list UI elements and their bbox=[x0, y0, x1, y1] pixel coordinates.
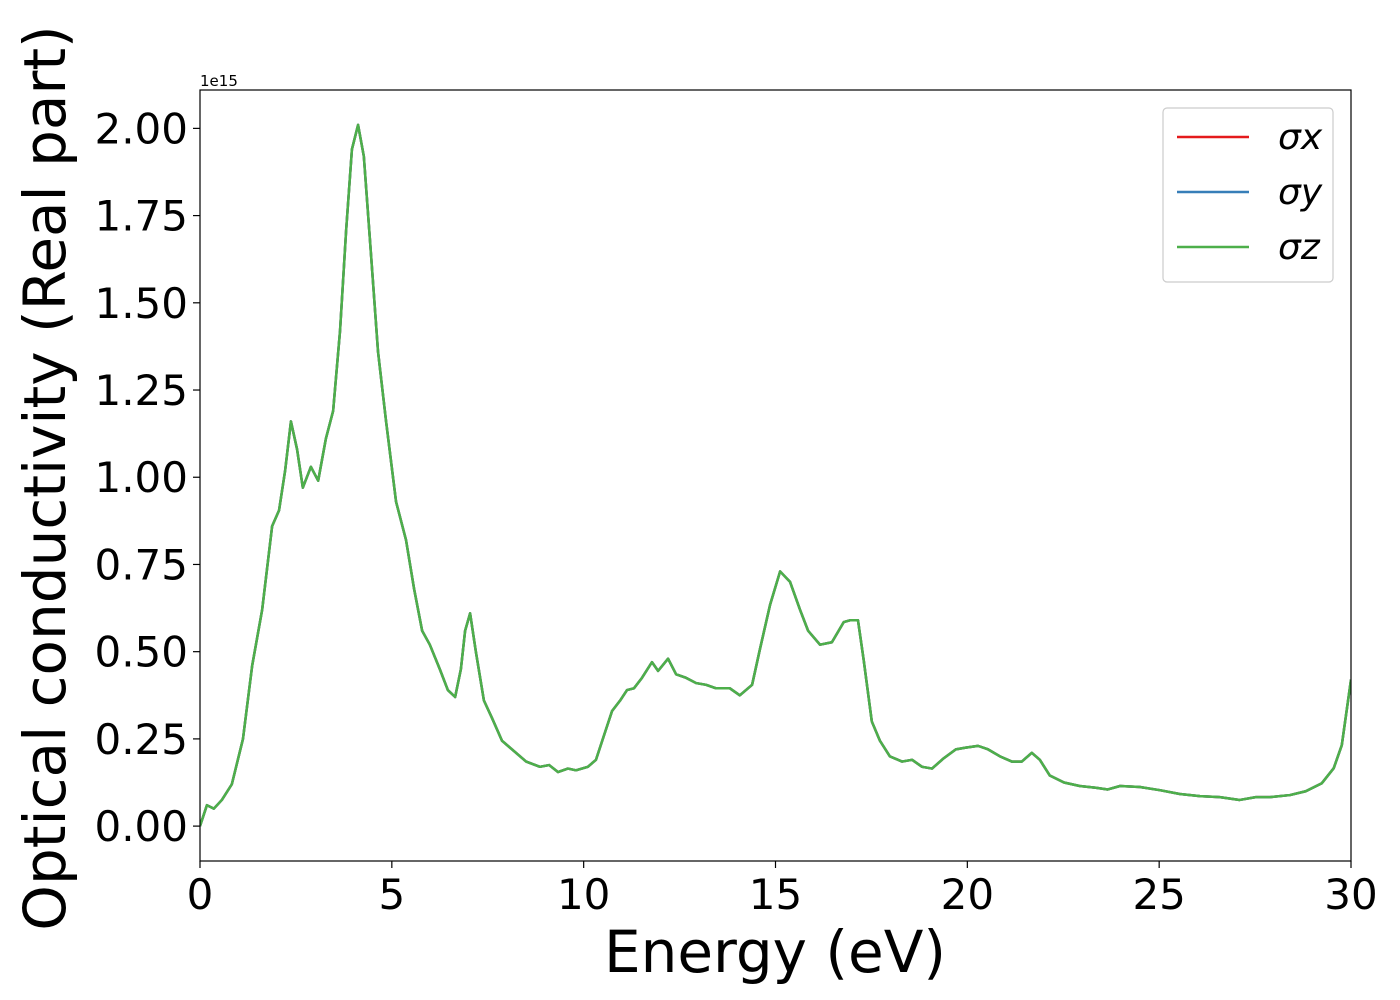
y-tick-label: 1.50 bbox=[94, 279, 188, 328]
y-tick-label: 0.00 bbox=[94, 802, 188, 851]
plot-frame bbox=[199, 89, 1352, 862]
y-axis-label: Optical conductivity (Real part) bbox=[11, 25, 79, 930]
legend-box bbox=[1162, 107, 1334, 283]
x-tick-label: 5 bbox=[378, 870, 405, 919]
x-tick-label: 25 bbox=[1132, 870, 1185, 919]
legend-label: σx bbox=[1278, 117, 1323, 158]
legend-label: σz bbox=[1278, 227, 1321, 268]
x-tick-label: 10 bbox=[557, 870, 610, 919]
y-tick-label: 0.25 bbox=[94, 715, 188, 764]
y-tick-label: 0.50 bbox=[94, 628, 188, 677]
y-tick-label: 0.75 bbox=[94, 540, 188, 589]
x-tick-label: 30 bbox=[1324, 870, 1377, 919]
y-tick-label: 1.00 bbox=[94, 453, 188, 502]
offset-label: 1e15 bbox=[200, 72, 238, 90]
x-tick-label: 0 bbox=[187, 870, 214, 919]
line-series bbox=[200, 123, 1351, 827]
x-tick-label: 15 bbox=[749, 870, 802, 919]
y-tick-label: 2.00 bbox=[94, 104, 188, 153]
y-tick-label: 1.75 bbox=[94, 192, 188, 241]
legend-label: σy bbox=[1278, 172, 1323, 213]
x-axis-label: Energy (eV) bbox=[604, 918, 946, 986]
y-tick-label: 1.25 bbox=[94, 366, 188, 415]
x-tick-label: 20 bbox=[941, 870, 994, 919]
